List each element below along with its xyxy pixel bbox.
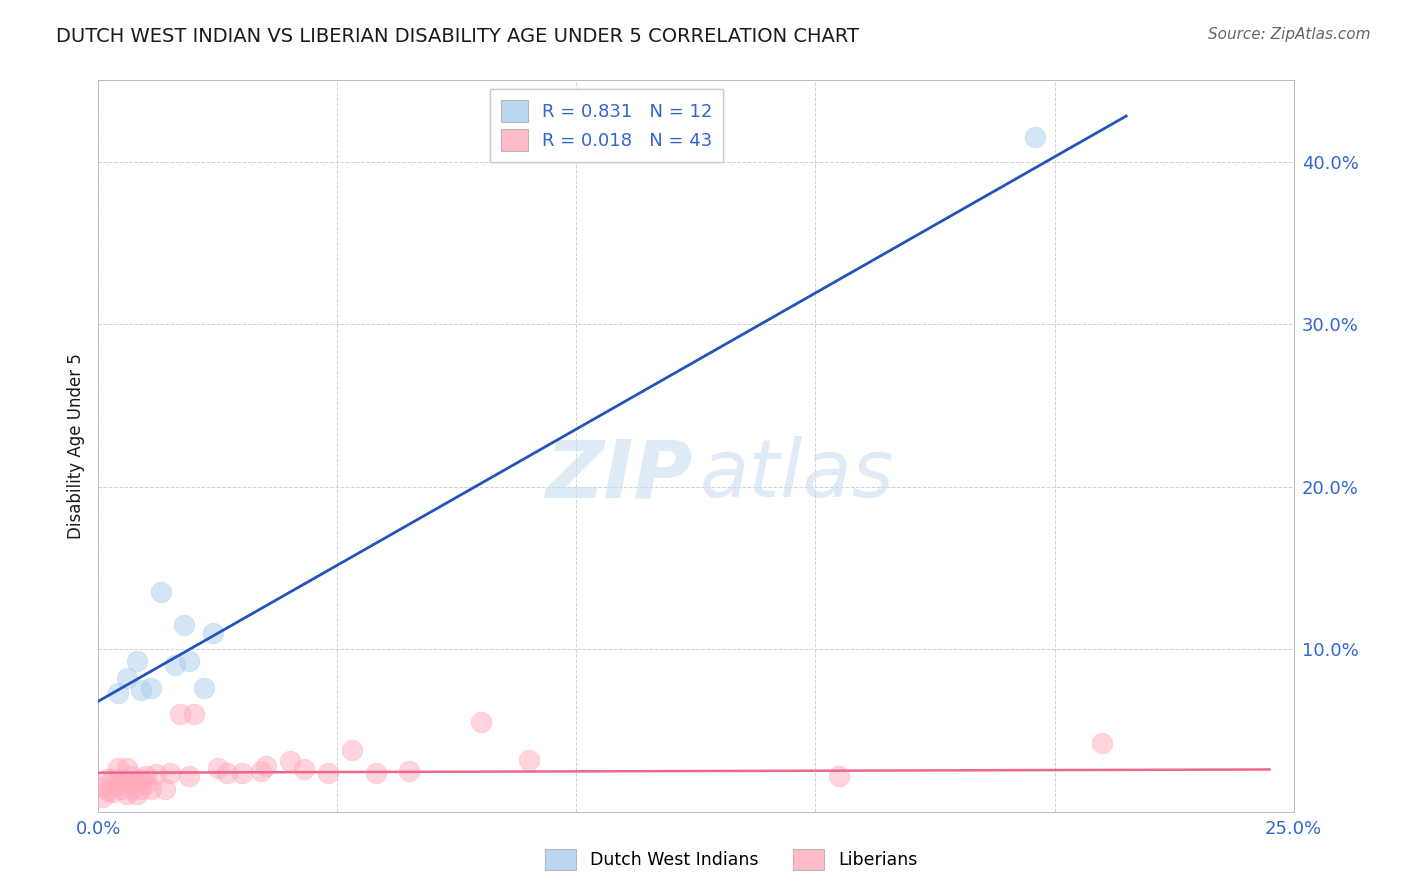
Point (231, 765, 253, 780)
Point (517, 753, 540, 767)
Point (131, 781, 153, 796)
Y-axis label: Disability Age Under 5: Disability Age Under 5 (66, 353, 84, 539)
Point (149, 585, 172, 599)
Legend: Dutch West Indians, Liberians: Dutch West Indians, Liberians (536, 840, 927, 879)
Point (254, 759, 277, 773)
Point (179, 769, 201, 783)
Point (111, 781, 134, 796)
Point (125, 787, 148, 801)
Point (1091, 736, 1114, 750)
Point (115, 672, 138, 686)
Point (173, 617, 195, 632)
Point (155, 781, 177, 796)
Point (135, 777, 157, 791)
Point (115, 761, 138, 775)
Point (169, 707, 191, 722)
Point (125, 773, 148, 788)
Legend: R = 0.831   N = 12, R = 0.018   N = 43: R = 0.831 N = 12, R = 0.018 N = 43 (489, 89, 724, 162)
Point (828, 769, 851, 783)
Point (91, 780, 114, 795)
Point (107, 686, 129, 700)
Point (115, 775, 138, 789)
Text: Source: ZipAtlas.com: Source: ZipAtlas.com (1208, 27, 1371, 42)
Point (101, 772, 124, 787)
Point (250, 764, 273, 778)
Point (340, 743, 363, 757)
Point (91, 790, 114, 805)
Point (115, 787, 138, 801)
Point (364, 765, 387, 780)
Point (159, 765, 181, 780)
Point (207, 761, 229, 775)
Point (1024, 130, 1046, 145)
Point (278, 755, 301, 769)
Point (97, 783, 120, 797)
Point (107, 777, 129, 791)
Point (125, 654, 148, 668)
Point (202, 626, 225, 640)
Point (135, 769, 157, 783)
Point (121, 769, 143, 783)
Point (145, 767, 167, 781)
Point (131, 772, 153, 787)
Point (97, 772, 120, 787)
Point (139, 781, 162, 796)
Point (163, 658, 186, 673)
Point (101, 785, 124, 799)
Point (193, 681, 215, 696)
Text: ZIP: ZIP (546, 436, 692, 515)
Point (121, 781, 143, 796)
Point (470, 715, 492, 730)
Point (111, 772, 134, 787)
Text: atlas: atlas (700, 436, 894, 515)
Point (183, 707, 205, 722)
Point (107, 761, 129, 775)
Point (217, 765, 239, 780)
Text: DUTCH WEST INDIAN VS LIBERIAN DISABILITY AGE UNDER 5 CORRELATION CHART: DUTCH WEST INDIAN VS LIBERIAN DISABILITY… (56, 27, 859, 45)
Point (179, 654, 201, 668)
Point (292, 763, 315, 777)
Point (131, 682, 153, 697)
Point (398, 764, 420, 778)
Point (316, 765, 339, 780)
Point (139, 681, 162, 696)
